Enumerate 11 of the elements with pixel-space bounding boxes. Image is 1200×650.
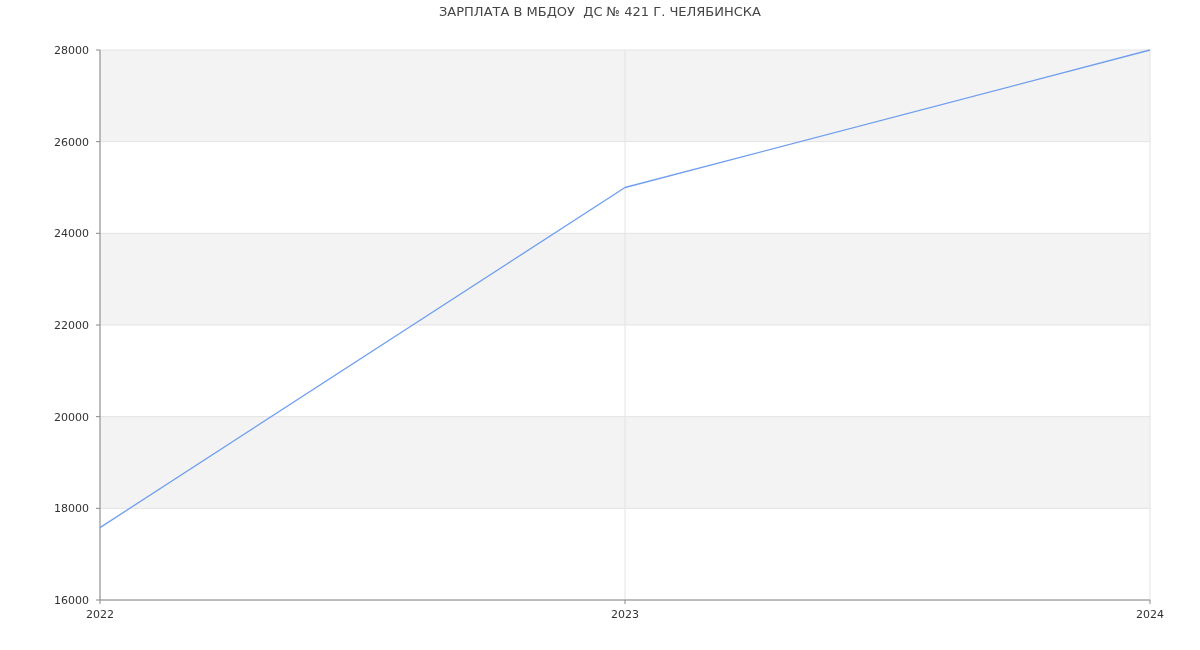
x-tick-label: 2022 — [86, 608, 114, 621]
y-tick-label: 20000 — [54, 410, 89, 424]
x-tick-label: 2023 — [611, 608, 639, 621]
y-tick-label: 22000 — [54, 318, 89, 332]
chart-title: ЗАРПЛАТА В МБДОУ ДС № 421 Г. ЧЕЛЯБИНСКА — [439, 4, 762, 19]
y-tick-label: 18000 — [54, 502, 89, 516]
y-tick-label: 16000 — [54, 593, 89, 607]
y-tick-label: 28000 — [54, 43, 89, 57]
y-tick-label: 26000 — [54, 135, 89, 149]
x-tick-label: 2024 — [1136, 608, 1164, 621]
y-tick-label: 24000 — [54, 227, 89, 241]
